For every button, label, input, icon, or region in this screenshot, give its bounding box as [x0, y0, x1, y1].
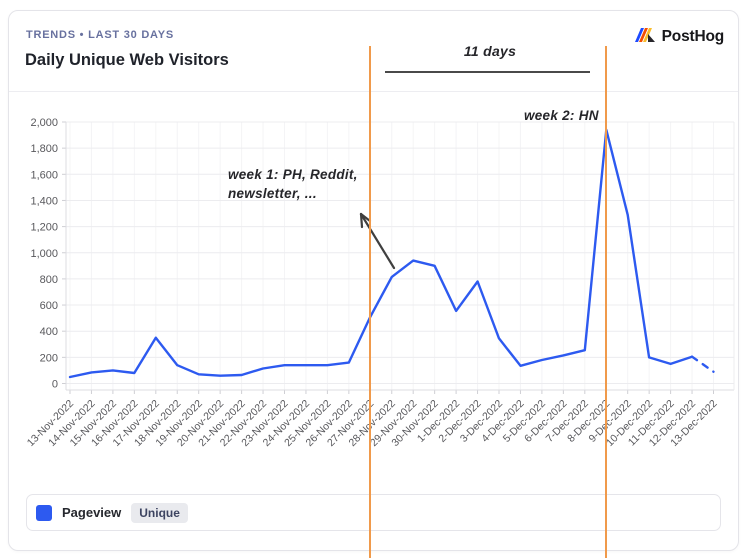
annotation-week1: week 1: PH, Reddit, newsletter, ...: [228, 165, 358, 203]
series-color-swatch[interactable]: [36, 504, 52, 521]
insight-card: TRENDS • LAST 30 DAYS Daily Unique Web V…: [8, 10, 739, 551]
chart-legend[interactable]: Pageview Unique: [26, 494, 721, 531]
annotation-week1-line2: newsletter, ...: [228, 186, 317, 201]
posthog-logo-icon: [633, 22, 657, 51]
insight-card-header: TRENDS • LAST 30 DAYS Daily Unique Web V…: [9, 11, 738, 92]
series-name[interactable]: Pageview: [62, 505, 122, 520]
annotation-week1-line1: week 1: PH, Reddit,: [228, 167, 358, 182]
annotation-span-line: [385, 71, 590, 73]
annotation-arrow-icon: [359, 212, 396, 270]
insight-title: Daily Unique Web Visitors: [25, 51, 229, 69]
posthog-wordmark: PostHog: [661, 27, 725, 45]
insight-eyebrow: TRENDS • LAST 30 DAYS: [26, 29, 174, 41]
series-unique-badge: Unique: [131, 502, 188, 523]
annotation-span-label: 11 days: [463, 43, 517, 59]
posthog-brand: PostHog: [633, 22, 724, 51]
annotation-week2: week 2: HN: [524, 108, 599, 123]
